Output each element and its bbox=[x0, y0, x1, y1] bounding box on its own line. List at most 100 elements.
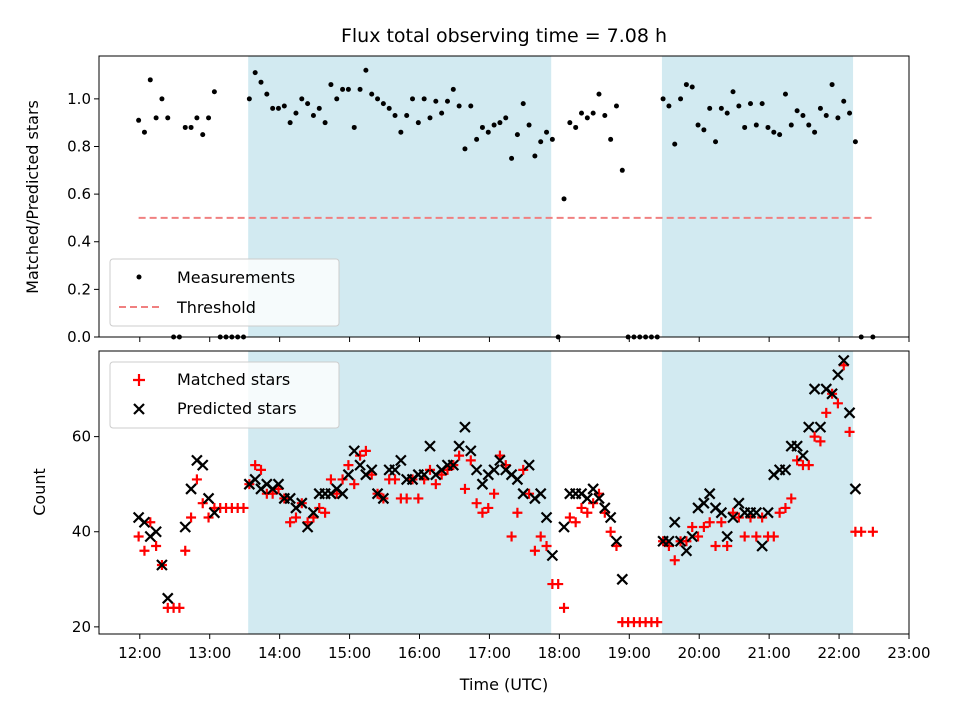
measurement-point bbox=[392, 113, 398, 119]
x-tick-label: 21:00 bbox=[748, 644, 791, 662]
y-tick-label: 20 bbox=[72, 618, 91, 636]
matched-star-point bbox=[320, 507, 331, 518]
measurement-point bbox=[182, 124, 188, 130]
measurement-point bbox=[450, 86, 456, 92]
predicted-star-point bbox=[517, 487, 530, 500]
matched-star-point bbox=[203, 512, 214, 523]
matched-star-point bbox=[186, 512, 197, 523]
legend-matched-label: Matched stars bbox=[177, 370, 290, 389]
predicted-star-point bbox=[727, 511, 739, 524]
predicted-star-point bbox=[750, 506, 763, 519]
matched-star-point bbox=[856, 526, 867, 537]
matched-star-point bbox=[390, 474, 401, 485]
measurement-point bbox=[724, 110, 730, 116]
predicted-star-point bbox=[494, 454, 506, 467]
measurement-point bbox=[707, 105, 713, 111]
predicted-star-point bbox=[674, 535, 687, 548]
matched-star-point bbox=[337, 474, 348, 485]
measurement-point bbox=[713, 139, 719, 145]
measurement-point bbox=[503, 115, 509, 121]
measurement-point bbox=[619, 167, 625, 173]
measurement-point bbox=[730, 89, 736, 95]
measurement-point bbox=[514, 132, 520, 138]
predicted-star-point bbox=[715, 506, 728, 519]
predicted-star-point bbox=[185, 483, 197, 495]
measurement-point bbox=[369, 91, 375, 97]
measurement-point bbox=[246, 96, 252, 102]
matched-star-point bbox=[570, 517, 581, 528]
predicted-star-point bbox=[342, 468, 355, 481]
measurement-point bbox=[165, 115, 171, 121]
matched-star-point bbox=[506, 531, 517, 542]
predicted-star-point bbox=[604, 511, 617, 524]
predicted-star-point bbox=[703, 487, 716, 500]
predicted-star-point bbox=[797, 449, 809, 462]
measurement-point bbox=[841, 98, 847, 104]
matched-star-point bbox=[815, 436, 826, 447]
measurement-point bbox=[608, 136, 614, 142]
observing-intervals bbox=[248, 351, 854, 634]
measurement-point bbox=[386, 105, 392, 111]
matched-star-point bbox=[139, 545, 150, 556]
measurement-point bbox=[305, 101, 311, 107]
matched-star-point bbox=[285, 517, 296, 528]
matched-star-point bbox=[867, 526, 878, 537]
matched-star-point bbox=[669, 555, 680, 566]
ratio-legend: Measurements Threshold bbox=[109, 258, 340, 327]
measurement-point bbox=[375, 96, 381, 102]
measurement-point bbox=[398, 129, 404, 135]
matched-star-point bbox=[774, 507, 785, 518]
count-panel-frame bbox=[98, 350, 910, 635]
measurement-point bbox=[794, 108, 800, 114]
measurement-point bbox=[334, 96, 340, 102]
matched-star-point bbox=[471, 498, 482, 509]
legend-matched-marker bbox=[133, 374, 145, 386]
measurement-point bbox=[520, 101, 526, 107]
predicted-star-point bbox=[686, 530, 699, 543]
matched-star-point bbox=[844, 426, 855, 437]
measurement-point bbox=[602, 113, 608, 119]
matched-star-point bbox=[133, 531, 144, 542]
predicted-star-point bbox=[447, 459, 460, 471]
matched-star-point bbox=[605, 526, 616, 537]
matched-star-point bbox=[710, 541, 721, 552]
predicted-star-point bbox=[546, 549, 559, 562]
predicted-star-point bbox=[832, 369, 844, 381]
measurement-point bbox=[147, 77, 153, 83]
matched-star-point bbox=[582, 507, 593, 518]
matched-star-point bbox=[360, 445, 371, 456]
measurement-point bbox=[439, 110, 445, 116]
measurement-point bbox=[678, 96, 684, 102]
predicted-star-point bbox=[389, 464, 401, 476]
predicted-star-point bbox=[802, 421, 815, 433]
matched-star-point bbox=[197, 498, 208, 509]
matched-star-point bbox=[809, 431, 820, 442]
matched-star-point bbox=[349, 479, 360, 490]
x-tick-label: 15:00 bbox=[328, 644, 371, 662]
legend-measurements-label: Measurements bbox=[177, 268, 295, 287]
predicted-star-point bbox=[814, 421, 827, 433]
matched-star-point bbox=[541, 541, 552, 552]
measurement-point bbox=[660, 96, 666, 102]
measurement-point bbox=[759, 101, 765, 107]
matched-star-point bbox=[681, 536, 692, 547]
measurement-point bbox=[847, 110, 853, 116]
matched-star-point bbox=[704, 517, 715, 528]
x-tick-label: 13:00 bbox=[188, 644, 231, 662]
measurement-point bbox=[538, 139, 544, 145]
observing-interval bbox=[661, 351, 854, 634]
chart-title: Flux total observing time = 7.08 h bbox=[341, 25, 667, 47]
measurement-point bbox=[252, 70, 258, 76]
matched-star-point bbox=[733, 512, 744, 523]
measurement-point bbox=[823, 113, 829, 119]
y-tick-label: 0.4 bbox=[67, 233, 91, 251]
count-panel: 20 40 60 12:00 13:00 14:00 15:00 16:00 17:00 18:0… bbox=[30, 350, 931, 694]
x-tick-label: 14:00 bbox=[258, 644, 301, 662]
measurement-point bbox=[345, 86, 351, 92]
measurement-point bbox=[287, 120, 293, 126]
predicted-star-point bbox=[540, 511, 553, 524]
matched-star-point bbox=[564, 512, 575, 523]
predicted-star-point bbox=[377, 492, 390, 505]
predicted-star-point bbox=[150, 525, 162, 538]
measurement-point bbox=[275, 105, 281, 111]
